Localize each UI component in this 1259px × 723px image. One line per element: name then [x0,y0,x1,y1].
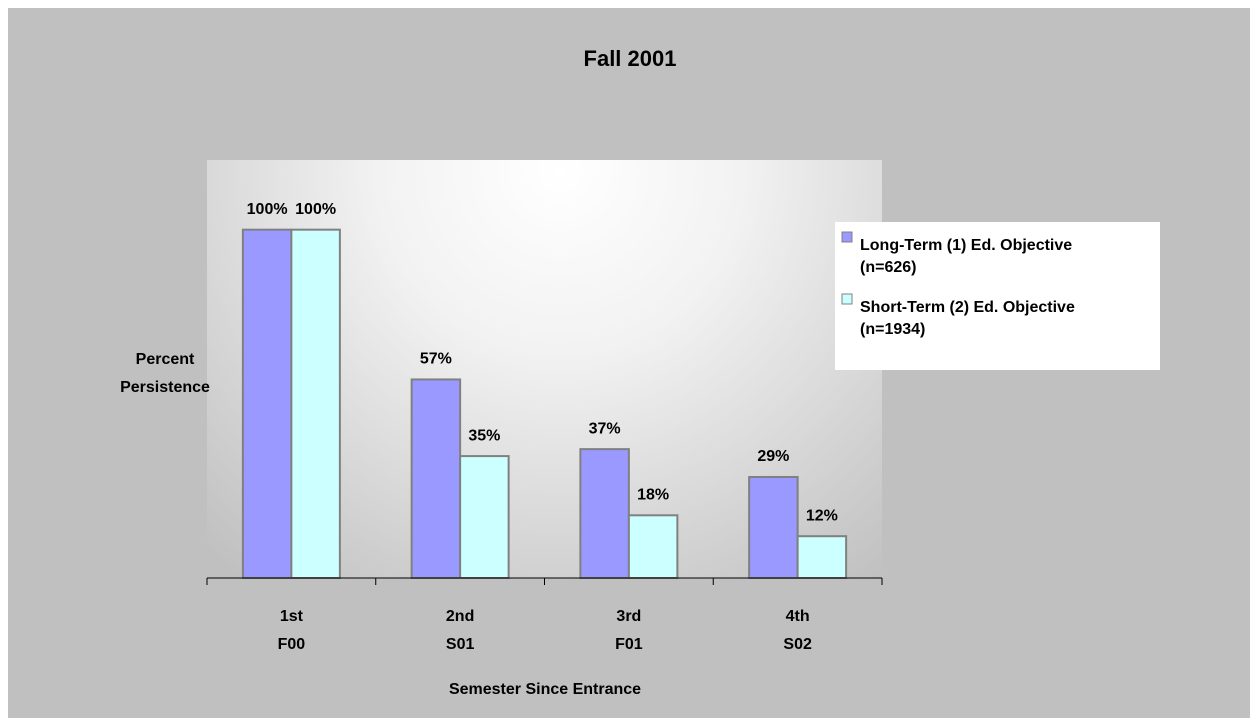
bar [796,535,848,580]
chart-title: Fall 2001 [584,46,677,71]
legend-label: Long-Term (1) Ed. Objective (n=626) [860,237,1072,276]
bar [459,455,510,580]
data-label: 35% [468,427,500,444]
data-label: 29% [757,448,789,465]
data-label: 12% [806,507,838,524]
bar [290,228,341,580]
legend-swatch [841,231,853,243]
x-axis-title: Semester Since Entrance [449,681,641,698]
bar [579,448,630,579]
data-label: 57% [420,351,452,368]
x-tick-label: 3rd F01 [615,608,643,653]
bar [748,475,799,580]
legend-swatch [841,293,853,305]
x-tick-label: 4th S02 [783,608,812,653]
legend [835,222,1160,370]
x-tick-label: 1st F00 [278,608,306,653]
data-label: 37% [589,420,621,437]
legend-label: Short-Term (2) Ed. Objective (n=1934) [860,299,1075,338]
x-tick-label: 2nd S01 [446,608,475,653]
bar [241,228,293,580]
bar [410,378,462,580]
bar [627,514,679,579]
y-axis-title: Percent Persistence [120,351,210,396]
data-label: 100% [247,201,288,218]
data-label: 18% [637,487,669,504]
data-label: 100% [295,201,336,218]
